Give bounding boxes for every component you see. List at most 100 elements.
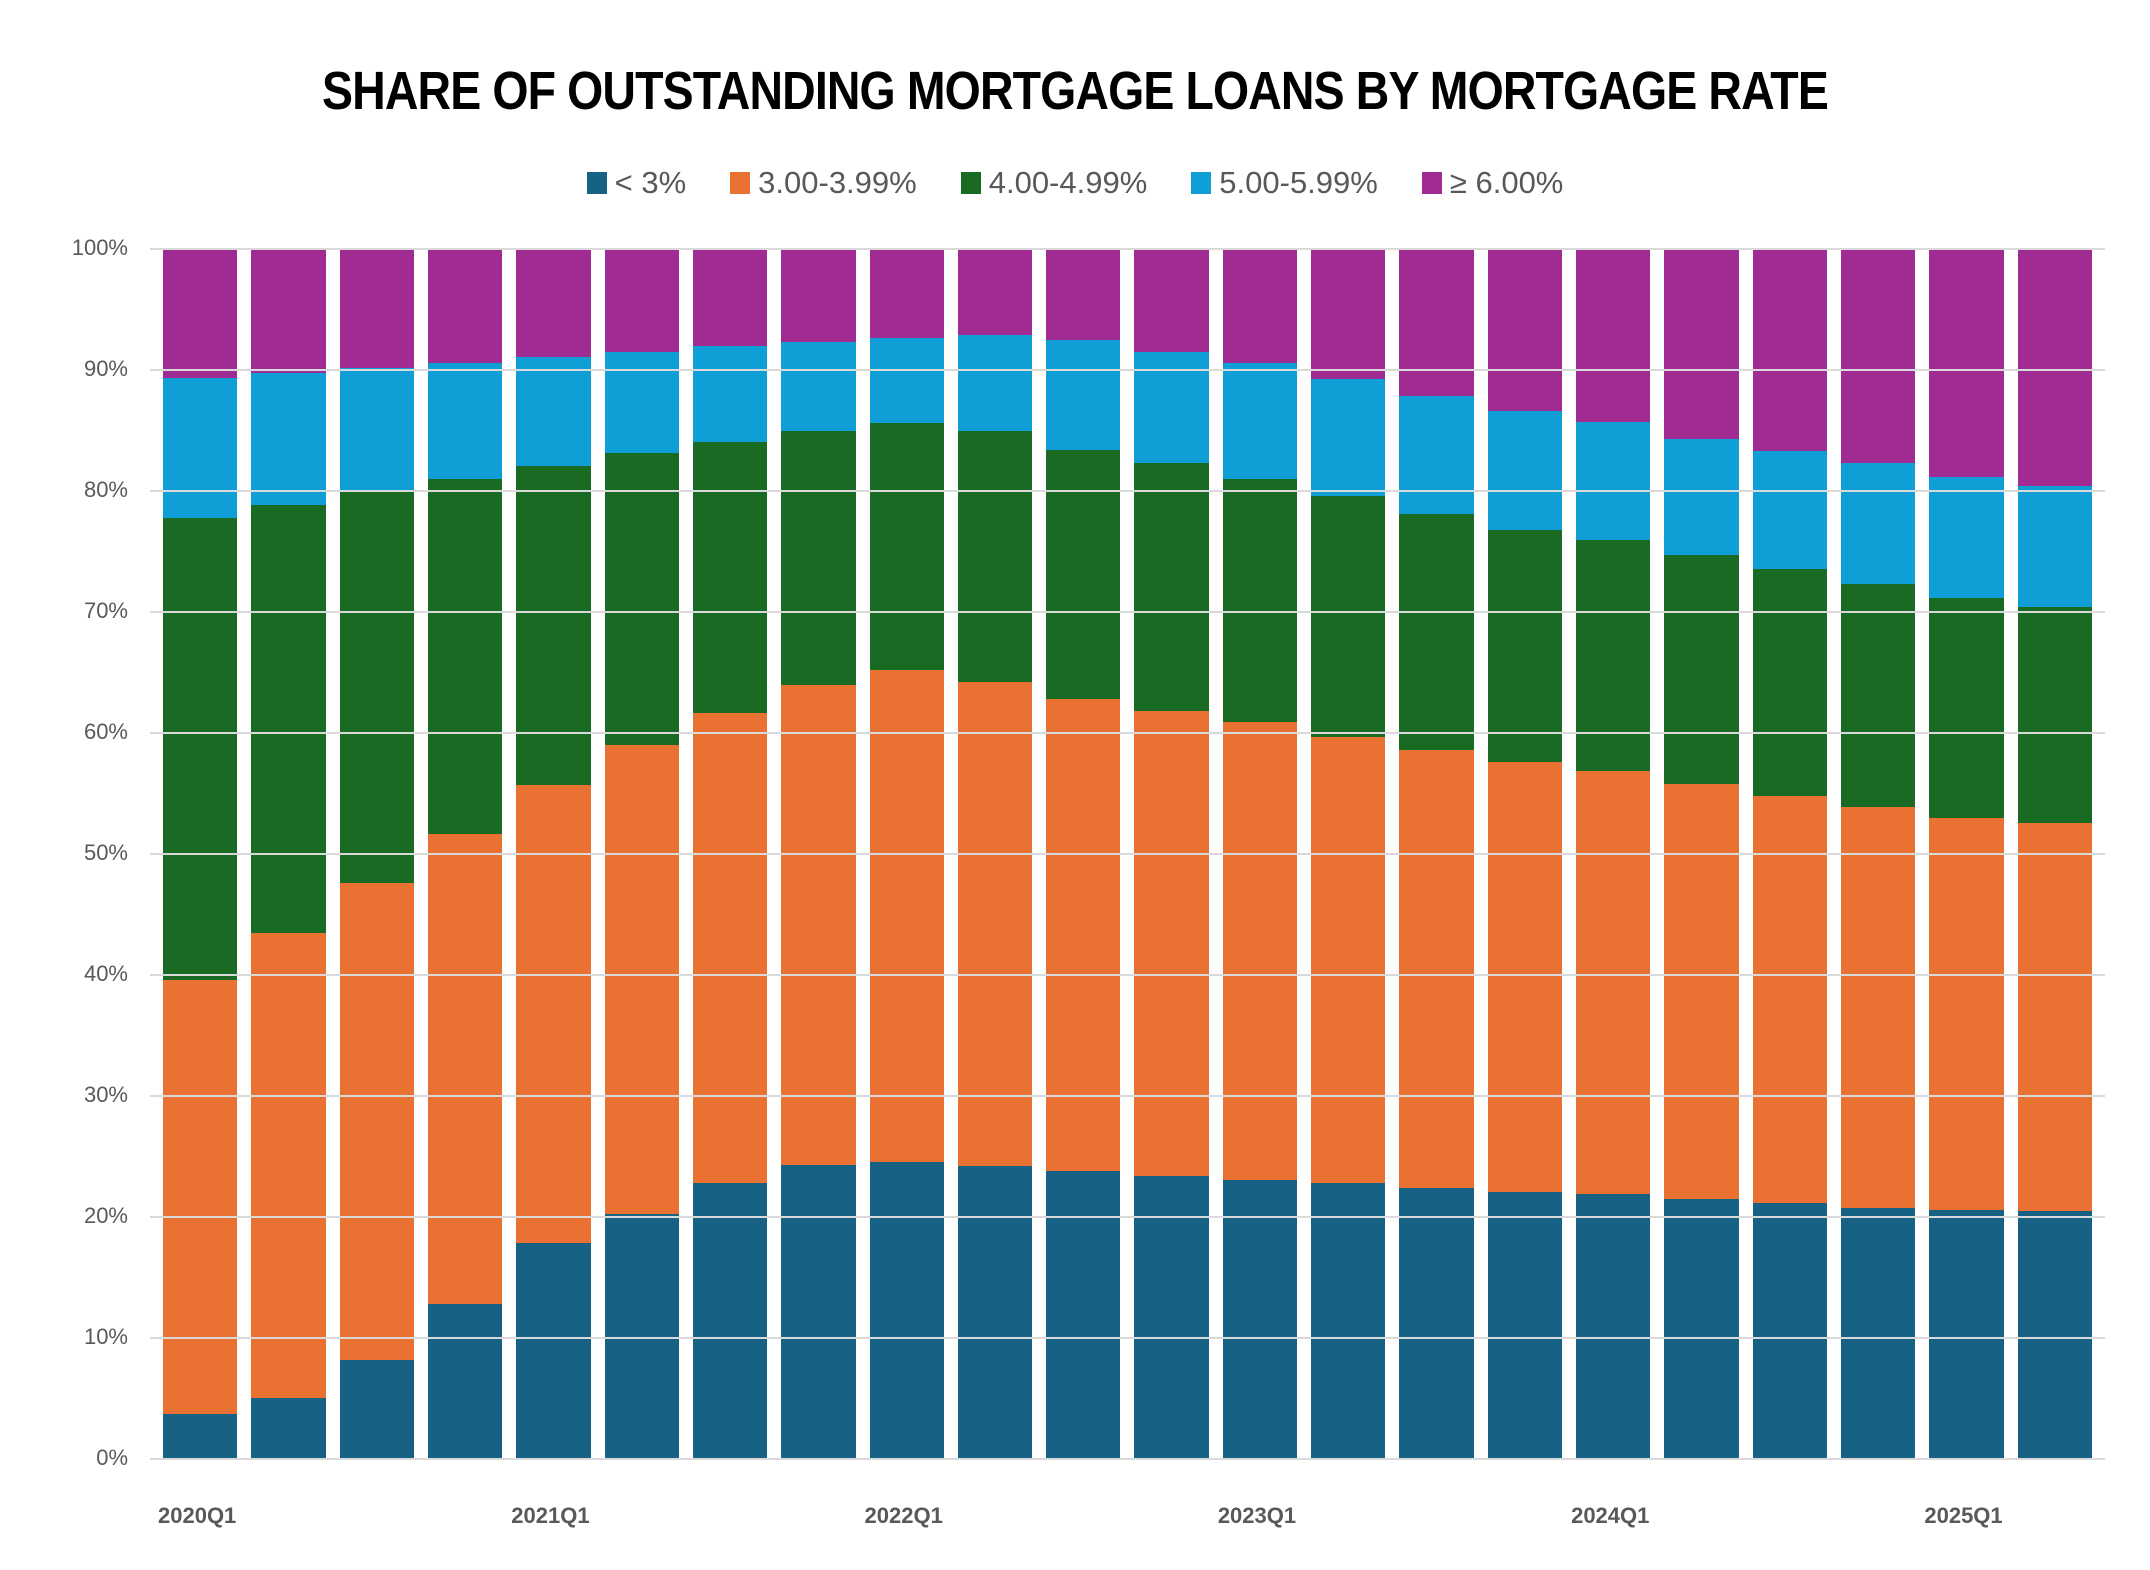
bar-segment[interactable]: [1399, 750, 1474, 1189]
bar-segment[interactable]: [1399, 1188, 1474, 1458]
bar-segment[interactable]: [1487, 1191, 1562, 1458]
stacked-bar-2022Q2[interactable]: [957, 248, 1033, 1458]
bar-segment[interactable]: [1222, 1179, 1298, 1458]
bar-segment[interactable]: [1576, 1194, 1651, 1458]
stacked-bar-2024Q4[interactable]: [1840, 248, 1916, 1458]
bar-segment[interactable]: [781, 684, 856, 1166]
bar-segment[interactable]: [339, 248, 414, 368]
bar-segment[interactable]: [2017, 607, 2092, 823]
bar-segment[interactable]: [957, 335, 1033, 431]
bar-segment[interactable]: [1399, 248, 1474, 396]
bar-segment[interactable]: [1046, 339, 1121, 451]
bar-segment[interactable]: [427, 362, 503, 480]
bar-segment[interactable]: [1399, 395, 1474, 515]
stacked-bar-2025Q1[interactable]: [1929, 248, 2004, 1458]
bar-segment[interactable]: [163, 517, 238, 981]
bar-segment[interactable]: [692, 441, 768, 713]
bar-segment[interactable]: [957, 682, 1033, 1167]
bar-segment[interactable]: [692, 346, 768, 442]
bar-segment[interactable]: [251, 248, 326, 373]
bar-segment[interactable]: [339, 883, 414, 1360]
bar-segment[interactable]: [2017, 1211, 2092, 1458]
bar-segment[interactable]: [869, 1161, 944, 1458]
bar-segment[interactable]: [781, 342, 856, 431]
bar-segment[interactable]: [1487, 248, 1562, 412]
bar-segment[interactable]: [2017, 822, 2092, 1212]
bar-segment[interactable]: [1487, 411, 1562, 530]
bar-segment[interactable]: [516, 785, 591, 1243]
bar-segment[interactable]: [163, 377, 238, 518]
bar-segment[interactable]: [1311, 496, 1386, 737]
bar-segment[interactable]: [1752, 248, 1827, 452]
bar-segment[interactable]: [604, 248, 679, 353]
bar-segment[interactable]: [339, 1360, 414, 1458]
bar-segment[interactable]: [604, 452, 679, 746]
bar-segment[interactable]: [1840, 584, 1916, 808]
bar-segment[interactable]: [516, 248, 591, 357]
bar-segment[interactable]: [1576, 770, 1651, 1195]
bar-segment[interactable]: [1222, 248, 1298, 363]
bar-segment[interactable]: [427, 479, 503, 834]
bar-segment[interactable]: [2017, 248, 2092, 487]
bar-segment[interactable]: [1311, 736, 1386, 1184]
bar-segment[interactable]: [1929, 1209, 2004, 1458]
bar-segment[interactable]: [1046, 1171, 1121, 1458]
stacked-bar-2022Q3[interactable]: [1046, 248, 1121, 1458]
bar-segment[interactable]: [1399, 514, 1474, 751]
stacked-bar-2023Q3[interactable]: [1399, 248, 1474, 1458]
bar-segment[interactable]: [251, 504, 326, 933]
bar-segment[interactable]: [1840, 248, 1916, 464]
bar-segment[interactable]: [1134, 711, 1209, 1177]
bar-segment[interactable]: [781, 1165, 856, 1458]
stacked-bar-2021Q2[interactable]: [604, 248, 679, 1458]
bar-segment[interactable]: [1487, 529, 1562, 763]
bar-segment[interactable]: [604, 1213, 679, 1458]
bar-segment[interactable]: [1487, 762, 1562, 1192]
stacked-bar-2021Q4[interactable]: [781, 248, 856, 1458]
bar-segment[interactable]: [516, 1242, 591, 1458]
bar-segment[interactable]: [781, 430, 856, 685]
bar-segment[interactable]: [163, 248, 238, 378]
stacked-bar-2020Q4[interactable]: [427, 248, 503, 1458]
bar-segment[interactable]: [427, 833, 503, 1305]
bar-segment[interactable]: [1840, 1207, 1916, 1458]
bar-segment[interactable]: [1311, 1183, 1386, 1458]
bar-segment[interactable]: [1046, 450, 1121, 700]
bar-segment[interactable]: [1929, 248, 2004, 477]
bar-segment[interactable]: [251, 1397, 326, 1458]
stacked-bar-2025Q2[interactable]: [2017, 248, 2092, 1458]
bar-segment[interactable]: [1929, 597, 2004, 818]
bar-segment[interactable]: [1664, 1199, 1739, 1458]
stacked-bar-2021Q1[interactable]: [516, 248, 591, 1458]
bar-segment[interactable]: [1929, 476, 2004, 598]
bar-segment[interactable]: [427, 248, 503, 363]
bar-segment[interactable]: [163, 1414, 238, 1458]
bar-segment[interactable]: [1134, 1176, 1209, 1458]
bar-segment[interactable]: [1840, 463, 1916, 585]
stacked-bar-2020Q1[interactable]: [163, 248, 238, 1458]
stacked-bar-2024Q3[interactable]: [1752, 248, 1827, 1458]
bar-segment[interactable]: [692, 248, 768, 347]
bar-segment[interactable]: [2017, 486, 2092, 608]
bar-segment[interactable]: [781, 248, 856, 343]
bar-segment[interactable]: [339, 367, 414, 493]
bar-segment[interactable]: [869, 423, 944, 671]
bar-segment[interactable]: [163, 980, 238, 1415]
stacked-bar-2021Q3[interactable]: [692, 248, 768, 1458]
bar-segment[interactable]: [1222, 479, 1298, 723]
bar-segment[interactable]: [251, 932, 326, 1398]
stacked-bar-2023Q2[interactable]: [1311, 248, 1386, 1458]
bar-segment[interactable]: [957, 1166, 1033, 1458]
bar-segment[interactable]: [1046, 699, 1121, 1172]
bar-segment[interactable]: [1664, 248, 1739, 440]
stacked-bar-2020Q3[interactable]: [339, 248, 414, 1458]
bar-segment[interactable]: [1576, 248, 1651, 423]
bar-segment[interactable]: [1929, 817, 2004, 1210]
bar-segment[interactable]: [692, 1183, 768, 1458]
stacked-bar-2020Q2[interactable]: [251, 248, 326, 1458]
bar-segment[interactable]: [1222, 722, 1298, 1180]
stacked-bar-2022Q4[interactable]: [1134, 248, 1209, 1458]
bar-segment[interactable]: [869, 248, 944, 338]
bar-segment[interactable]: [869, 670, 944, 1162]
bar-segment[interactable]: [251, 372, 326, 505]
